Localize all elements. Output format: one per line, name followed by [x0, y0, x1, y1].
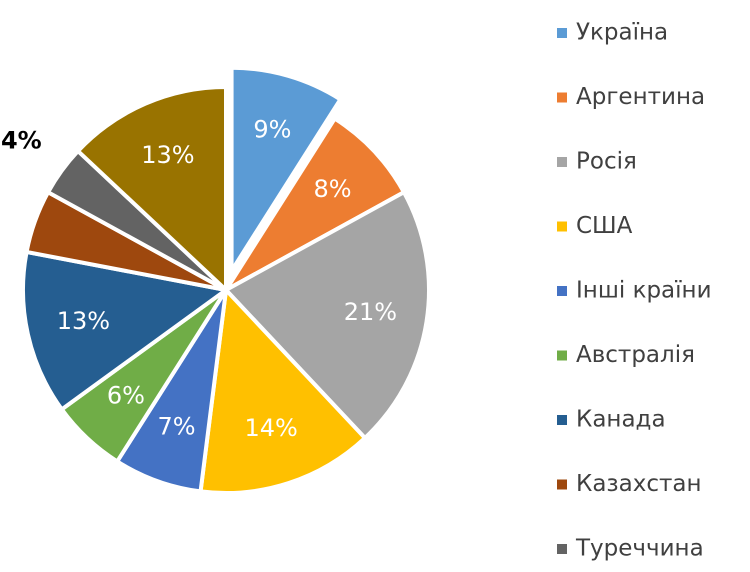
legend-swatch: [557, 28, 567, 38]
legend-swatch: [557, 415, 567, 425]
data-label: 8%: [314, 175, 352, 203]
pie-slice: [229, 65, 344, 278]
data-label: 21%: [344, 298, 397, 326]
data-label: 9%: [253, 115, 291, 143]
pie-slice: [222, 189, 431, 441]
legend-label: Австралія: [576, 342, 695, 368]
data-label: 4%: [1, 126, 42, 154]
data-label: 14%: [244, 414, 297, 442]
legend-label: Росія: [576, 149, 637, 175]
pie-slice: [75, 84, 228, 295]
data-label: 13%: [57, 307, 110, 335]
legend-label: Україна: [576, 20, 668, 46]
legend-swatch: [557, 92, 567, 103]
legend-label: Казахстан: [576, 471, 702, 497]
data-label: 13%: [141, 141, 194, 169]
legend-label: Туреччина: [575, 536, 704, 562]
legend-swatch: [557, 221, 567, 232]
legend-swatch: [557, 544, 567, 554]
legend-label: США: [576, 213, 633, 239]
legend-swatch: [557, 350, 567, 361]
legend-label: Інші країни: [576, 278, 712, 304]
legend-label: Аргентина: [576, 84, 705, 110]
data-label: 6%: [107, 382, 145, 410]
legend-label: Канада: [576, 407, 666, 433]
pie-slice: [198, 285, 368, 495]
pie-slice: [21, 249, 231, 413]
legend-swatch: [557, 286, 567, 296]
legend-swatch: [557, 157, 567, 167]
data-label: 7%: [157, 413, 195, 441]
legend-swatch: [557, 479, 567, 490]
